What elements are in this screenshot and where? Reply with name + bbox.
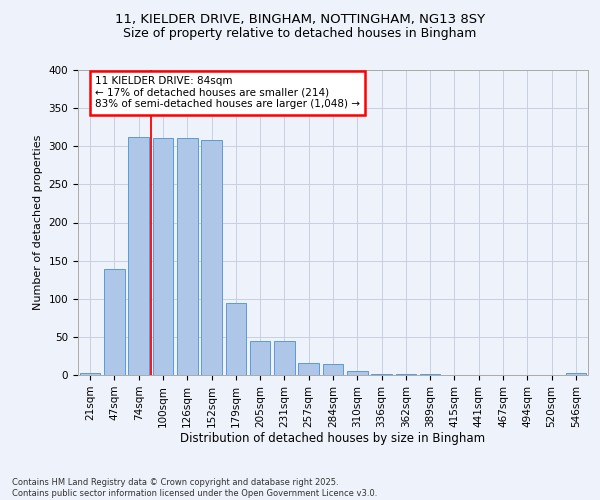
Bar <box>250 340 271 375</box>
Bar <box>420 374 440 375</box>
Bar <box>201 140 222 375</box>
Y-axis label: Number of detached properties: Number of detached properties <box>33 135 43 310</box>
Bar <box>128 137 149 375</box>
Bar <box>152 138 173 375</box>
Bar <box>323 364 343 375</box>
Text: Size of property relative to detached houses in Bingham: Size of property relative to detached ho… <box>124 28 476 40</box>
Bar <box>80 372 100 375</box>
Bar <box>274 340 295 375</box>
Bar <box>177 138 197 375</box>
Bar <box>104 269 125 375</box>
Bar <box>347 371 368 375</box>
Text: Contains HM Land Registry data © Crown copyright and database right 2025.
Contai: Contains HM Land Registry data © Crown c… <box>12 478 377 498</box>
X-axis label: Distribution of detached houses by size in Bingham: Distribution of detached houses by size … <box>181 432 485 446</box>
Bar <box>371 374 392 375</box>
Bar <box>298 363 319 375</box>
Bar <box>226 304 246 375</box>
Bar <box>395 374 416 375</box>
Bar <box>566 374 586 375</box>
Text: 11, KIELDER DRIVE, BINGHAM, NOTTINGHAM, NG13 8SY: 11, KIELDER DRIVE, BINGHAM, NOTTINGHAM, … <box>115 12 485 26</box>
Text: 11 KIELDER DRIVE: 84sqm
← 17% of detached houses are smaller (214)
83% of semi-d: 11 KIELDER DRIVE: 84sqm ← 17% of detache… <box>95 76 360 110</box>
